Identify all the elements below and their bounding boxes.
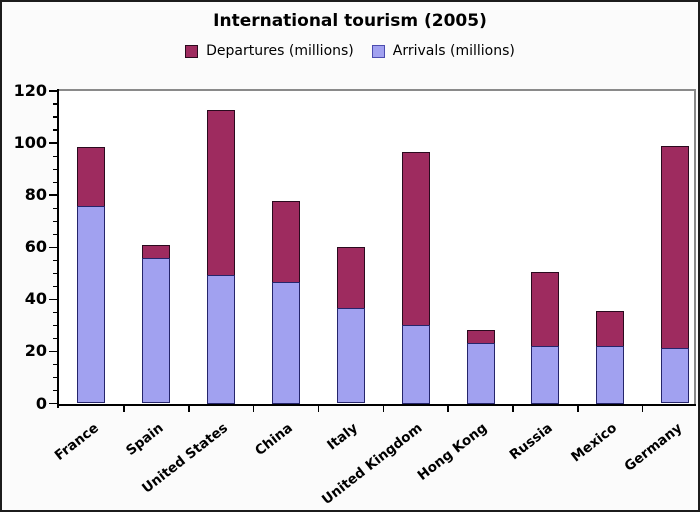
x-boundary-tick [382, 405, 385, 412]
x-label-germany: Germany [621, 420, 685, 475]
y-minor-tick [53, 103, 59, 105]
x-label-italy: Italy [324, 420, 361, 454]
y-major-tick [49, 90, 59, 92]
x-label-france: France [51, 420, 102, 464]
y-minor-tick [53, 207, 59, 209]
x-boundary-tick [187, 405, 190, 412]
x-boundary-tick [577, 405, 579, 412]
y-minor-tick [53, 272, 59, 274]
bar-segment-arrivals-france [77, 205, 106, 404]
bar-segment-departures-germany [661, 145, 690, 348]
y-minor-tick [53, 324, 59, 327]
legend-item-departures: Departures (millions) [185, 43, 354, 59]
bar-segment-arrivals-united-kingdom [401, 325, 430, 404]
y-minor-tick [53, 129, 59, 131]
y-minor-tick [53, 259, 59, 261]
y-major-tick [49, 298, 59, 301]
y-minor-tick [53, 337, 59, 340]
y-major-tick [49, 142, 59, 144]
bar-segment-arrivals-united-states [207, 275, 236, 404]
y-major-tick [49, 350, 59, 353]
bar-segment-departures-spain [142, 244, 171, 258]
bar-segment-arrivals-mexico [596, 346, 625, 404]
bar-segment-departures-china [271, 200, 300, 282]
x-boundary-tick [512, 405, 514, 412]
chart-title: International tourism (2005) [213, 11, 487, 31]
departures-swatch-icon [185, 44, 199, 58]
x-boundary-tick [317, 405, 320, 412]
bar-segment-departures-united-states [207, 110, 236, 276]
bar-segment-departures-mexico [596, 311, 625, 347]
x-label-china: China [252, 420, 296, 460]
bar-segment-arrivals-hong-kong [466, 342, 495, 404]
y-minor-tick [53, 389, 59, 392]
bar-segment-departures-hong-kong [466, 329, 495, 343]
bar-segment-departures-united-kingdom [401, 152, 430, 326]
x-boundary-tick [447, 405, 449, 412]
y-tick-label: 100 [13, 133, 47, 153]
legend-label-arrivals: Arrivals (millions) [392, 43, 515, 59]
y-minor-tick [53, 220, 59, 222]
bar-segment-arrivals-russia [531, 345, 560, 404]
y-tick-label: 40 [24, 289, 47, 309]
y-minor-tick [53, 155, 59, 157]
x-boundary-tick [641, 405, 644, 412]
y-major-tick [49, 194, 59, 196]
y-minor-tick [53, 285, 59, 287]
legend-item-arrivals: Arrivals (millions) [371, 43, 515, 59]
x-label-spain: Spain [122, 420, 167, 459]
x-label-mexico: Mexico [568, 420, 621, 466]
y-minor-tick [53, 233, 59, 235]
x-label-russia: Russia [506, 420, 556, 464]
plot-frame-top [59, 89, 696, 91]
y-tick-label: 120 [13, 81, 47, 100]
y-minor-tick [53, 376, 59, 379]
x-boundary-tick [123, 405, 125, 412]
x-boundary-tick [252, 405, 255, 412]
bar-segment-departures-russia [531, 271, 560, 346]
bar-segment-departures-italy [336, 247, 365, 309]
y-minor-tick [53, 181, 59, 183]
legend: Departures (millions) Arrivals (millions… [2, 43, 698, 59]
y-minor-tick [53, 363, 59, 366]
arrivals-swatch-icon [371, 44, 385, 58]
legend-label-departures: Departures (millions) [206, 43, 354, 59]
bar-segment-arrivals-italy [336, 308, 365, 404]
y-tick-label: 0 [35, 393, 47, 413]
y-minor-tick [53, 168, 59, 170]
y-minor-tick [53, 311, 59, 314]
x-axis-line [57, 403, 696, 406]
bar-segment-arrivals-spain [142, 257, 171, 404]
y-tick-label: 60 [24, 237, 47, 257]
bar-segment-departures-france [77, 146, 106, 206]
x-label-hong-kong: Hong Kong [414, 420, 491, 484]
y-major-tick [49, 402, 59, 405]
y-major-tick [49, 246, 59, 249]
y-axis-line [57, 89, 59, 408]
bar-segment-arrivals-germany [661, 347, 690, 404]
y-minor-tick [53, 116, 59, 118]
bar-segment-arrivals-china [271, 281, 300, 404]
y-tick-label: 20 [24, 341, 47, 361]
y-tick-label: 80 [24, 185, 47, 205]
plot-frame-right [694, 89, 696, 406]
